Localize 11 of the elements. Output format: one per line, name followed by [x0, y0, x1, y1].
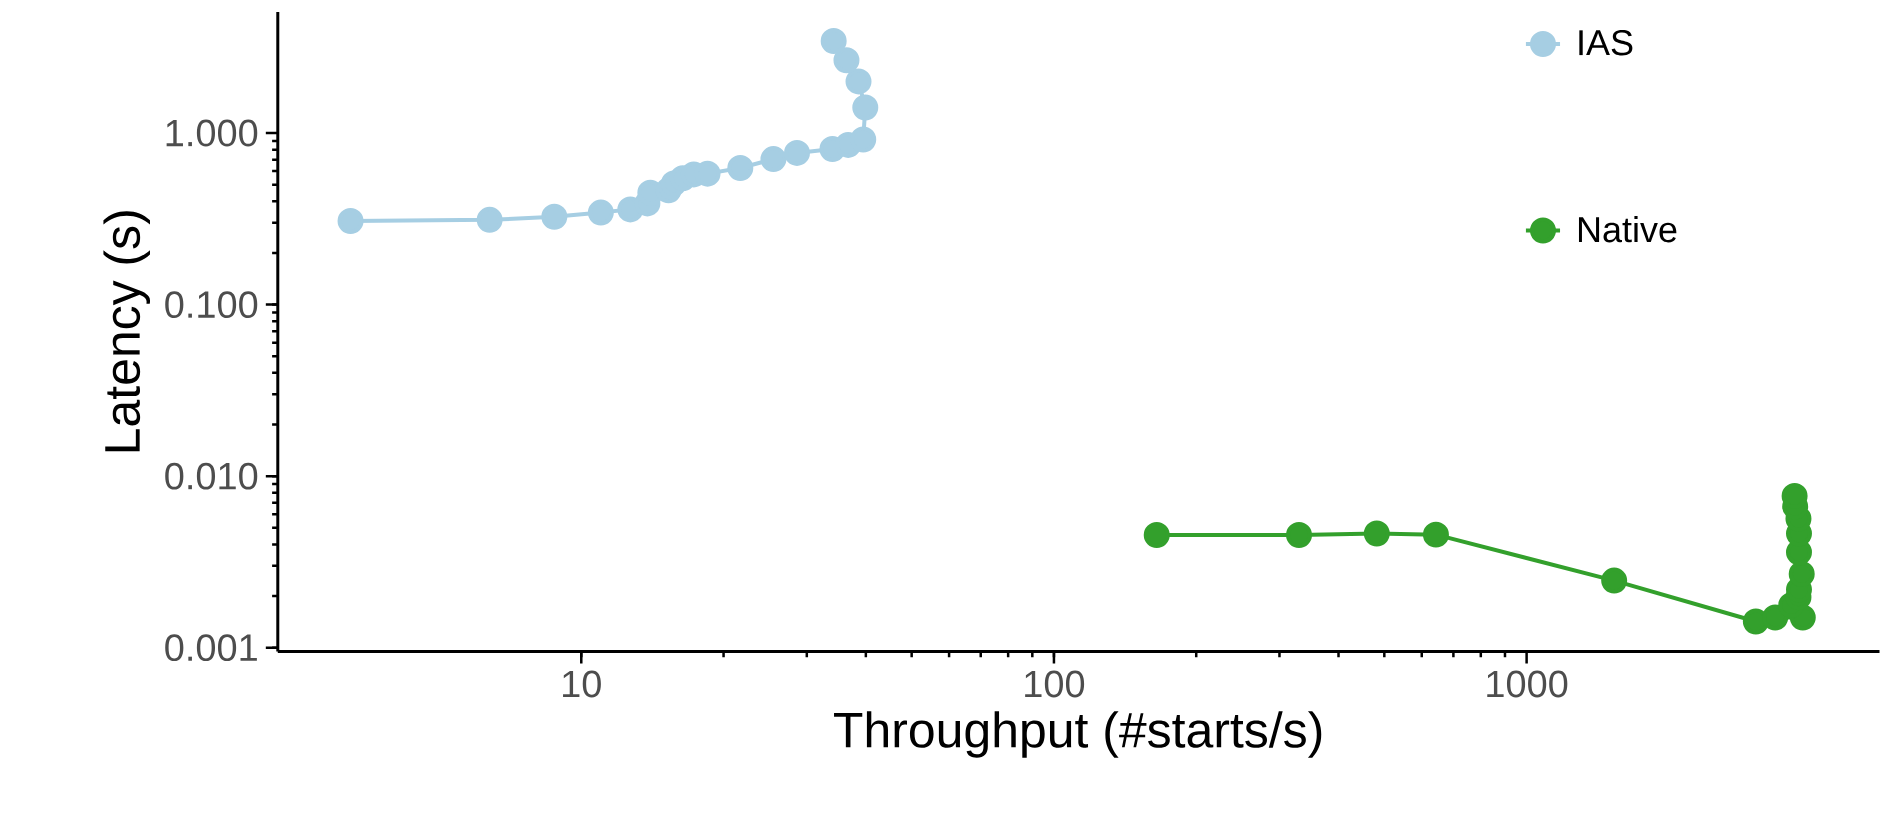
y-tick-label: 0.100	[165, 290, 258, 318]
legend-label: Native	[1578, 215, 1677, 243]
legend-label: IAS	[1579, 29, 1633, 56]
x-tick-label: 100	[1025, 670, 1085, 698]
y-tick-label: 0.001	[165, 634, 257, 661]
x-tick-label: 10	[563, 670, 601, 698]
y-tick-label: 0.010	[165, 462, 258, 490]
y-tick-label: 1.000	[166, 119, 258, 147]
x-axis-title: Throughput (#starts/s)	[834, 710, 1322, 758]
y-axis-title: Latency (s)	[103, 211, 151, 452]
x-tick-label: 1000	[1487, 670, 1568, 698]
